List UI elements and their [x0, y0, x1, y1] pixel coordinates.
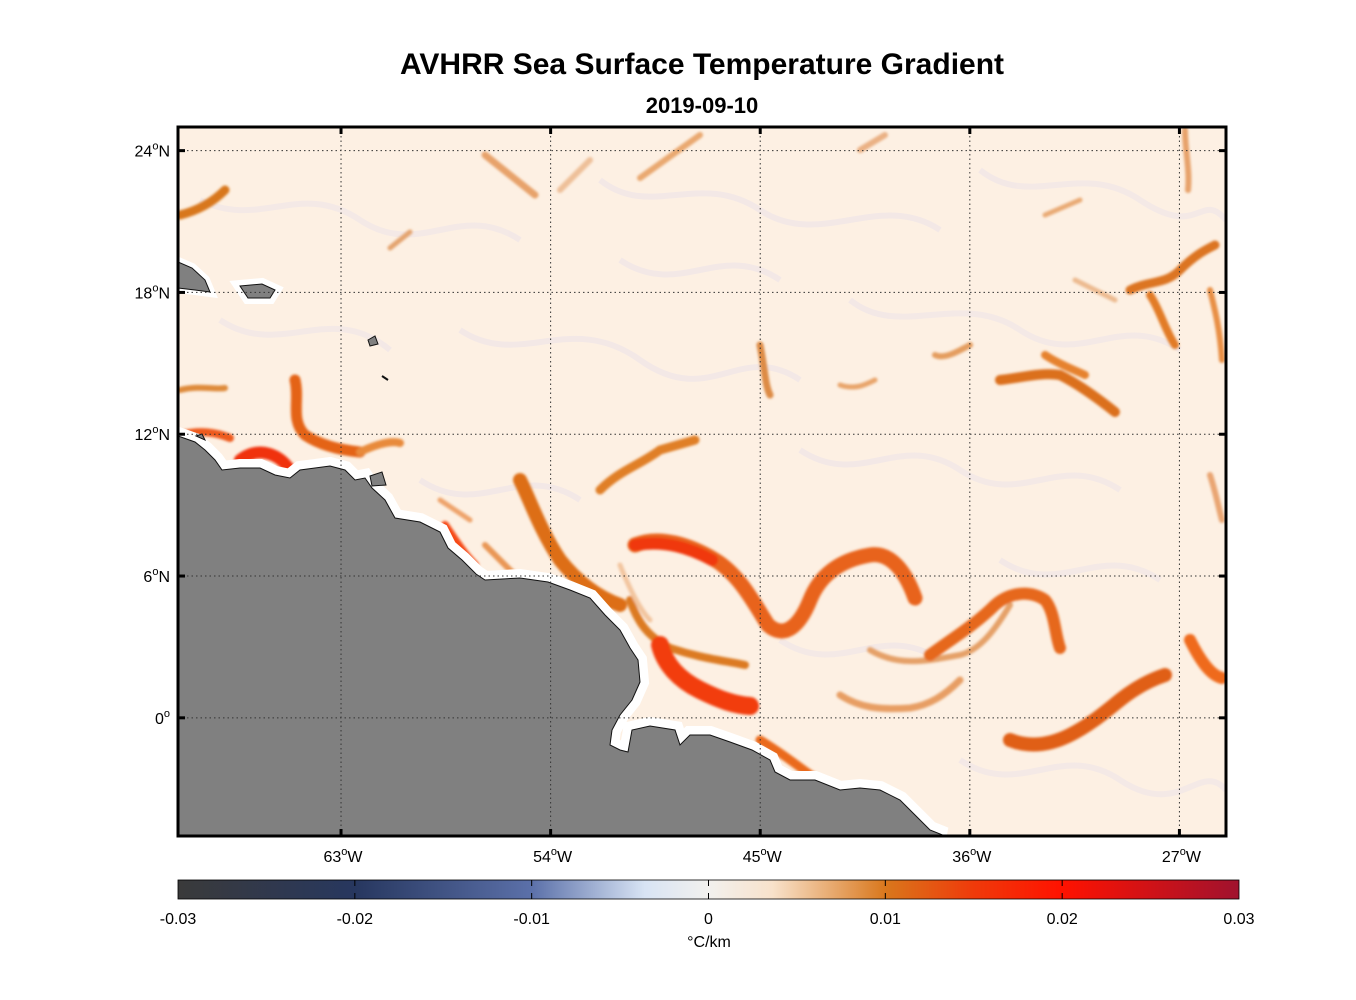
colorbar-tick-label: 0.02	[1047, 911, 1078, 928]
lon-tick-number: 36	[952, 849, 970, 866]
lat-tick-label: 18oN	[135, 282, 170, 302]
degree-symbol: o	[152, 141, 158, 153]
lon-hemisphere: W	[767, 849, 783, 866]
lon-tick-number: 27	[1162, 849, 1180, 866]
lon-tick-label: 36oW	[952, 846, 992, 866]
lat-hemisphere: N	[158, 427, 170, 444]
lon-hemisphere: W	[347, 849, 363, 866]
colorbar-tick-label: -0.01	[513, 911, 550, 928]
lon-tick-label: 63oW	[324, 846, 364, 866]
map-frame	[176, 125, 1228, 838]
lon-hemisphere: W	[976, 849, 992, 866]
lat-hemisphere: N	[158, 144, 170, 161]
colorbar: -0.03 -0.02 -0.01 0 0.01 0.02 0.03 °C/km	[160, 879, 1255, 951]
map-plot-area	[178, 127, 1226, 836]
chart-subtitle: 2019-09-10	[645, 93, 759, 118]
lat-tick-number: 0	[155, 711, 164, 728]
colorbar-unit-label: °C/km	[687, 934, 731, 951]
lat-tick-label: 24oN	[135, 141, 170, 161]
degree-symbol: o	[152, 424, 158, 436]
lon-tick-label: 27oW	[1162, 846, 1202, 866]
lon-tick-number: 54	[533, 849, 551, 866]
colorbar-ticks: -0.03 -0.02 -0.01 0 0.01 0.02 0.03	[160, 880, 1255, 928]
lat-tick-number: 24	[135, 144, 153, 161]
lat-tick-label: 6oN	[143, 566, 170, 586]
degree-symbol: o	[164, 708, 170, 720]
lon-hemisphere: W	[557, 849, 573, 866]
lat-hemisphere: N	[158, 285, 170, 302]
lat-tick-label: 12oN	[135, 424, 170, 444]
lon-tick-number: 45	[743, 849, 761, 866]
degree-symbol: o	[1180, 846, 1186, 858]
lon-tick-label: 54oW	[533, 846, 573, 866]
colorbar-tick-label: -0.02	[337, 911, 374, 928]
land-mask	[178, 256, 949, 836]
lon-hemisphere: W	[1186, 849, 1202, 866]
lat-tick-number: 18	[135, 285, 153, 302]
lat-tick-label: 0o	[155, 708, 170, 728]
colorbar-tick-label: 0.01	[870, 911, 901, 928]
degree-symbol: o	[152, 566, 158, 578]
lat-hemisphere: N	[158, 569, 170, 586]
graticule	[178, 127, 1226, 836]
sst-fronts	[178, 127, 1226, 783]
degree-symbol: o	[341, 846, 347, 858]
degree-symbol: o	[761, 846, 767, 858]
degree-symbol: o	[551, 846, 557, 858]
colorbar-tick-label: 0.03	[1223, 911, 1254, 928]
gradient-texture	[198, 167, 1226, 798]
colorbar-tick-label: -0.03	[160, 911, 197, 928]
lat-tick-number: 12	[135, 427, 153, 444]
degree-symbol: o	[152, 282, 158, 294]
degree-symbol: o	[970, 846, 976, 858]
chart-title: AVHRR Sea Surface Temperature Gradient	[399, 48, 1005, 81]
lon-tick-label: 45oW	[743, 846, 783, 866]
lon-tick-number: 63	[324, 849, 342, 866]
colorbar-tick-label: 0	[704, 911, 713, 928]
lat-tick-number: 6	[143, 569, 152, 586]
